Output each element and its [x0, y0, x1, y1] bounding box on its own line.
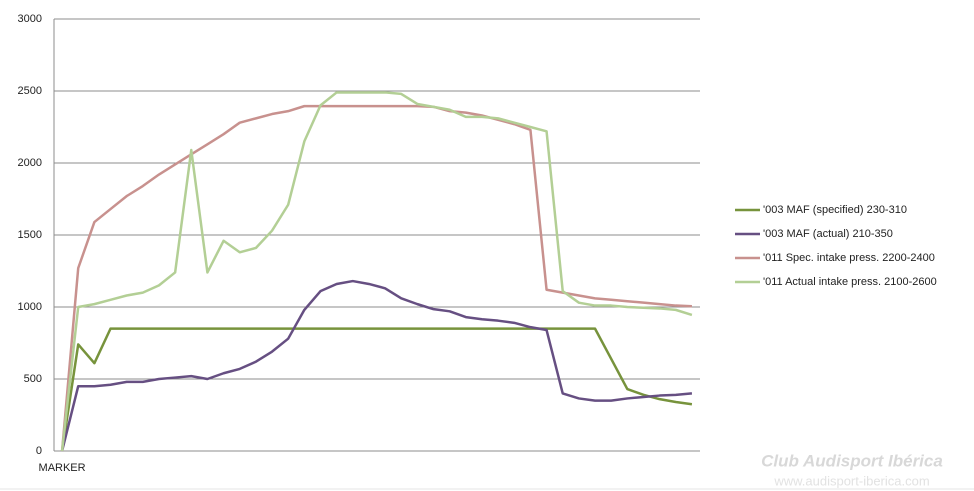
y-tick-label: 0 [36, 445, 42, 457]
series-line [60, 279, 693, 452]
y-tick-label: 1500 [18, 229, 42, 241]
y-tick-label: 1000 [18, 301, 42, 313]
watermark: Club Audisport Ibérica [761, 451, 943, 470]
y-tick-label: 3000 [18, 13, 42, 25]
watermark-url: www.audisport-iberica.com [773, 473, 929, 488]
series-line [60, 327, 693, 452]
series-line [60, 91, 693, 452]
x-tick-label: MARKER [39, 462, 86, 474]
y-tick-label: 2500 [18, 85, 42, 97]
y-tick-label: 500 [24, 373, 42, 385]
legend-label: '011 Spec. intake press. 2200-2400 [763, 252, 935, 264]
series-line [60, 104, 692, 452]
legend-label: '011 Actual intake press. 2100-2600 [763, 276, 937, 288]
legend-label: '003 MAF (specified) 230-310 [763, 204, 907, 216]
y-tick-label: 2000 [18, 157, 42, 169]
legend-label: '003 MAF (actual) 210-350 [763, 228, 893, 240]
